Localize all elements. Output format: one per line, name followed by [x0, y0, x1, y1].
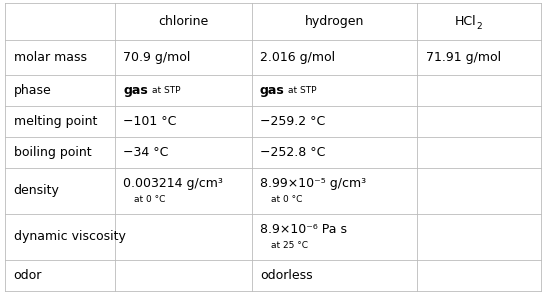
- Text: −259.2 °C: −259.2 °C: [260, 115, 325, 128]
- Text: 2.016 g/mol: 2.016 g/mol: [260, 51, 335, 64]
- Text: −101 °C: −101 °C: [123, 115, 177, 128]
- Text: gas: gas: [123, 83, 148, 96]
- Text: odor: odor: [14, 269, 42, 282]
- Text: hydrogen: hydrogen: [305, 15, 364, 28]
- Text: 8.9×10⁻⁶ Pa s: 8.9×10⁻⁶ Pa s: [260, 223, 347, 236]
- Text: 0.003214 g/cm³: 0.003214 g/cm³: [123, 177, 223, 190]
- Text: odorless: odorless: [260, 269, 312, 282]
- Text: molar mass: molar mass: [14, 51, 87, 64]
- Text: at 25 °C: at 25 °C: [271, 241, 308, 250]
- Text: 71.91 g/mol: 71.91 g/mol: [426, 51, 501, 64]
- Text: 70.9 g/mol: 70.9 g/mol: [123, 51, 191, 64]
- Text: at 0 °C: at 0 °C: [271, 195, 302, 204]
- Text: phase: phase: [14, 83, 51, 96]
- Text: chlorine: chlorine: [158, 15, 209, 28]
- Text: 8.99×10⁻⁵ g/cm³: 8.99×10⁻⁵ g/cm³: [260, 177, 366, 190]
- Text: −34 °C: −34 °C: [123, 146, 169, 159]
- Text: density: density: [14, 184, 60, 197]
- Text: gas: gas: [260, 83, 284, 96]
- Text: at STP: at STP: [152, 86, 180, 95]
- Text: 2: 2: [477, 22, 483, 31]
- Text: −252.8 °C: −252.8 °C: [260, 146, 325, 159]
- Text: HCl: HCl: [455, 15, 476, 28]
- Text: boiling point: boiling point: [14, 146, 91, 159]
- Text: at 0 °C: at 0 °C: [134, 195, 165, 204]
- Text: at STP: at STP: [288, 86, 317, 95]
- Text: dynamic viscosity: dynamic viscosity: [14, 230, 126, 243]
- Text: melting point: melting point: [14, 115, 97, 128]
